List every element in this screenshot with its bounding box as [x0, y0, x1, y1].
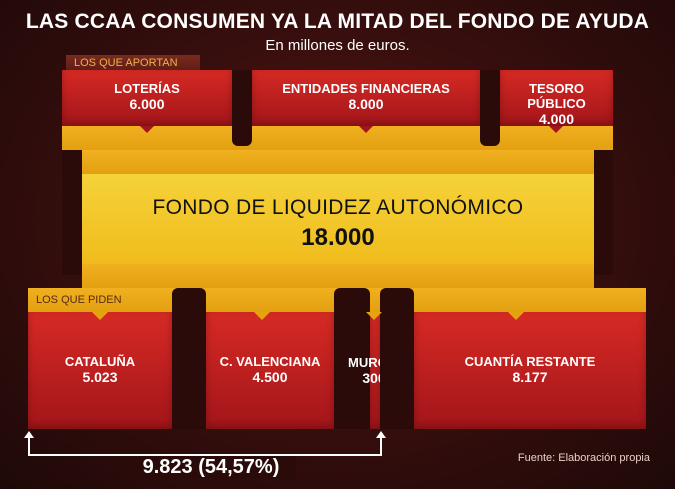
requester-box-cataluna: CATALUÑA 5.023 [28, 312, 172, 429]
requester-pointer [92, 312, 108, 320]
contributor-value: 6.000 [129, 96, 165, 112]
requester-value: 8.177 [512, 369, 548, 385]
contributor-box-entidades: ENTIDADES FINANCIERAS 8.000 [252, 70, 480, 126]
requester-pointer [254, 312, 270, 320]
fund-value: 18.000 [301, 224, 375, 251]
requester-value: 4.500 [252, 369, 288, 385]
bracket-right-arrow [376, 431, 386, 438]
bottom-gap [172, 288, 206, 429]
bottom-gap [334, 288, 370, 429]
requester-value: 300 [362, 370, 386, 386]
contributor-pointer [549, 126, 563, 133]
contributor-label: LOTERÍAS [114, 81, 180, 96]
chart-title: LAS CCAA CONSUMEN YA LA MITAD DEL FONDO … [25, 10, 650, 33]
requester-label: CATALUÑA [64, 354, 136, 369]
bracket-line [28, 454, 382, 456]
top-gap [480, 70, 500, 146]
requester-label: CUANTÍA RESTANTE [464, 354, 596, 369]
bracket-right-tick [380, 437, 382, 455]
fund-box: FONDO DE LIQUIDEZ AUTONÓMICO 18.000 [82, 174, 594, 264]
requester-box-restante: CUANTÍA RESTANTE 8.177 [414, 312, 646, 429]
requesters-tag: LOS QUE PIDEN [36, 294, 122, 306]
contributor-box-tesoro: TESORO PÚBLICO 4.000 [500, 70, 613, 127]
total-value: 9.823 (54,57%) [126, 456, 296, 479]
right-side-gap [594, 150, 613, 275]
bottom-gold-connector [82, 264, 594, 288]
requester-box-valenciana: C. VALENCIANA 4.500 [206, 312, 334, 429]
bracket-left-arrow [24, 431, 34, 438]
contributors-tag: LOS QUE APORTAN [66, 55, 200, 71]
contributor-pointer [359, 126, 373, 133]
fund-label: FONDO DE LIQUIDEZ AUTONÓMICO [152, 196, 524, 219]
contributor-label: ENTIDADES FINANCIERAS [282, 81, 450, 96]
requester-pointer [508, 312, 524, 320]
contributor-value: 4.000 [538, 111, 575, 127]
source-note: Fuente: Elaboración propia [517, 452, 650, 464]
requester-box-murcia [370, 312, 380, 429]
left-side-gap [62, 150, 82, 275]
bottom-gap [380, 288, 414, 429]
contributor-box-loterias: LOTERÍAS 6.000 [62, 70, 232, 126]
contributor-label: TESORO PÚBLICO [527, 81, 586, 111]
top-gold-connector [82, 150, 594, 174]
chart-subtitle: En millones de euros. [265, 37, 410, 54]
requester-label: C. VALENCIANA [219, 354, 321, 369]
contributor-pointer [140, 126, 154, 133]
requester-pointer [366, 312, 382, 320]
contributor-value: 8.000 [348, 96, 384, 112]
top-gap [232, 70, 252, 146]
bracket-left-tick [28, 437, 30, 455]
requester-value: 5.023 [82, 369, 118, 385]
